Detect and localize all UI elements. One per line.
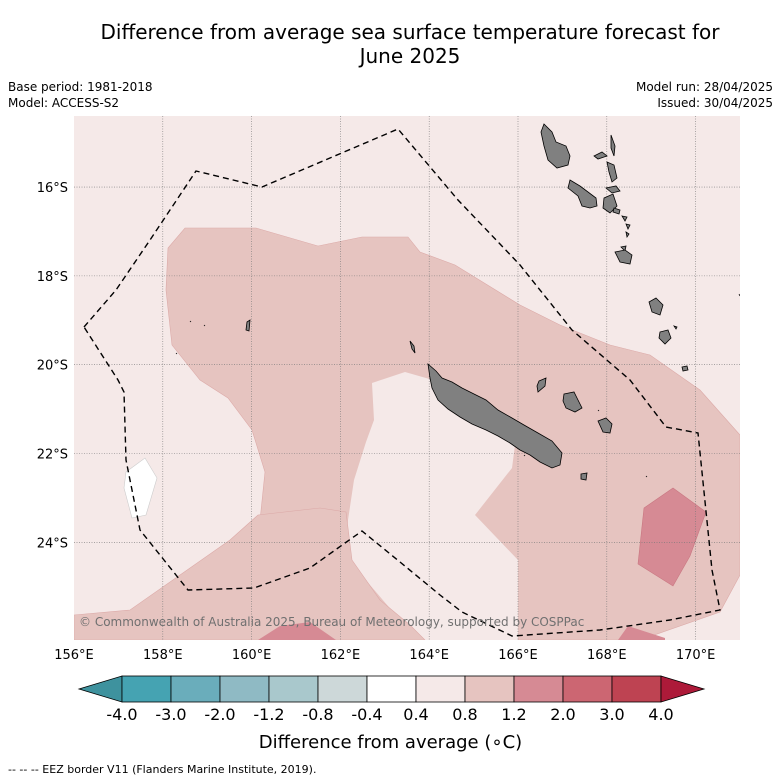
lon-tick-labels: 156°E 158°E 160°E 162°E 164°E 166°E 168°E 170°E <box>54 648 715 663</box>
land-new-caledonia <box>427 362 563 469</box>
land-espiritu-santo <box>540 123 571 169</box>
chart-title-line2: June 2025 <box>359 44 461 68</box>
chart-title-line1: Difference from average sea surface temp… <box>100 20 720 44</box>
land-loyalty-lifou <box>562 391 583 413</box>
colorbar-swatch <box>562 675 613 703</box>
lat-tick-label: 20°S <box>37 359 68 374</box>
colorbar-swatch <box>219 675 270 703</box>
colorbar-swatch <box>170 675 221 703</box>
colorbar-title: Difference from average (∘C) <box>258 732 523 753</box>
lon-tick-label: 162°E <box>321 648 361 663</box>
meta-right: Model run: 28/04/2025 Issued: 30/04/2025 <box>636 79 773 111</box>
land-loyalty-mare <box>597 417 613 434</box>
anomaly-region-1.2-2.0-south <box>258 622 336 640</box>
eez-border <box>83 128 721 637</box>
colorbar <box>77 675 706 703</box>
lon-tick-label: 160°E <box>232 648 272 663</box>
land-epi <box>605 185 621 194</box>
lat-tick-label: 22°S <box>37 447 68 462</box>
colorbar-swatch <box>317 675 368 703</box>
land-isle-of-pines <box>580 472 588 481</box>
colorbar-swatch <box>611 675 662 703</box>
colorbar-tick-label: -4.0 <box>106 705 138 724</box>
lat-tick-label: 16°S <box>37 181 68 196</box>
colorbar-tick-label: -3.0 <box>155 705 187 724</box>
land-small-islet-east <box>673 325 689 372</box>
land-maewo-ambrym <box>606 161 618 183</box>
colorbar-tick-label: -0.4 <box>351 705 383 724</box>
colorbar-tick-label: 0.4 <box>403 705 429 724</box>
lon-tick-label: 158°E <box>143 648 183 663</box>
land-erromango <box>614 249 633 265</box>
colorbar-swatch <box>415 675 466 703</box>
meta-left: Base period: 1981-2018 Model: ACCESS-S2 <box>8 79 153 111</box>
colorbar-tick-label: -1.2 <box>253 705 285 724</box>
land-chesterfield <box>245 319 251 332</box>
colorbar-tick-label: 3.0 <box>599 705 625 724</box>
land-ambae <box>593 151 608 160</box>
land-tiny-islets-west <box>175 293 740 478</box>
colorbar-swatch <box>513 675 564 703</box>
eez-footnote: -- -- -- EEZ border V11 (Flanders Marine… <box>8 763 317 776</box>
colorbar-swatch <box>366 675 417 703</box>
base-period-text: Base period: 1981-2018 <box>8 80 153 94</box>
lon-tick-label: 156°E <box>54 648 94 663</box>
land-loyalty-ouvea <box>536 377 547 393</box>
anomaly-region-neutral <box>123 457 158 519</box>
land-pentecost <box>610 134 616 157</box>
colorbar-tick-label: -2.0 <box>204 705 236 724</box>
lat-tick-label: 18°S <box>37 270 68 285</box>
lon-tick-label: 170°E <box>676 648 716 663</box>
colorbar-tick-label: 0.8 <box>452 705 478 724</box>
colorbar-extend-low <box>77 675 123 703</box>
land-small-islets <box>612 207 631 252</box>
gridlines <box>74 116 740 640</box>
land-aneityum <box>658 329 672 345</box>
credit-text: © Commonwealth of Australia 2025, Bureau… <box>79 615 584 629</box>
colorbar-tick-label: -0.8 <box>302 705 334 724</box>
model-text: Model: ACCESS-S2 <box>8 96 120 110</box>
land-belep-islet <box>409 340 416 354</box>
anomaly-region-1.2-2.0-southeast <box>618 626 665 640</box>
colorbar-swatch <box>464 675 515 703</box>
lon-tick-label: 164°E <box>409 648 449 663</box>
land-tanna <box>648 297 664 316</box>
colorbar-tick-label: 2.0 <box>550 705 576 724</box>
colorbar-swatch <box>268 675 319 703</box>
lat-tick-labels: 16°S 18°S 20°S 22°S 24°S <box>37 181 68 551</box>
lon-tick-label: 166°E <box>498 648 538 663</box>
model-run-text: Model run: 28/04/2025 <box>635 80 773 94</box>
lon-tick-label: 168°E <box>587 648 627 663</box>
colorbar-swatch <box>121 675 172 703</box>
colorbar-extend-high <box>660 675 706 703</box>
issued-text: Issued: 30/04/2025 <box>657 96 773 110</box>
anomaly-region-1.2-2.0-east <box>637 487 707 587</box>
lat-tick-label: 24°S <box>37 536 68 551</box>
land-malakula <box>567 179 598 209</box>
anomaly-region-0.4-0.8-hole <box>345 372 518 640</box>
colorbar-tick-label: 4.0 <box>648 705 674 724</box>
colorbar-tick-label: 1.2 <box>501 705 527 724</box>
anomaly-region-0.8-1.2-south <box>74 507 426 640</box>
